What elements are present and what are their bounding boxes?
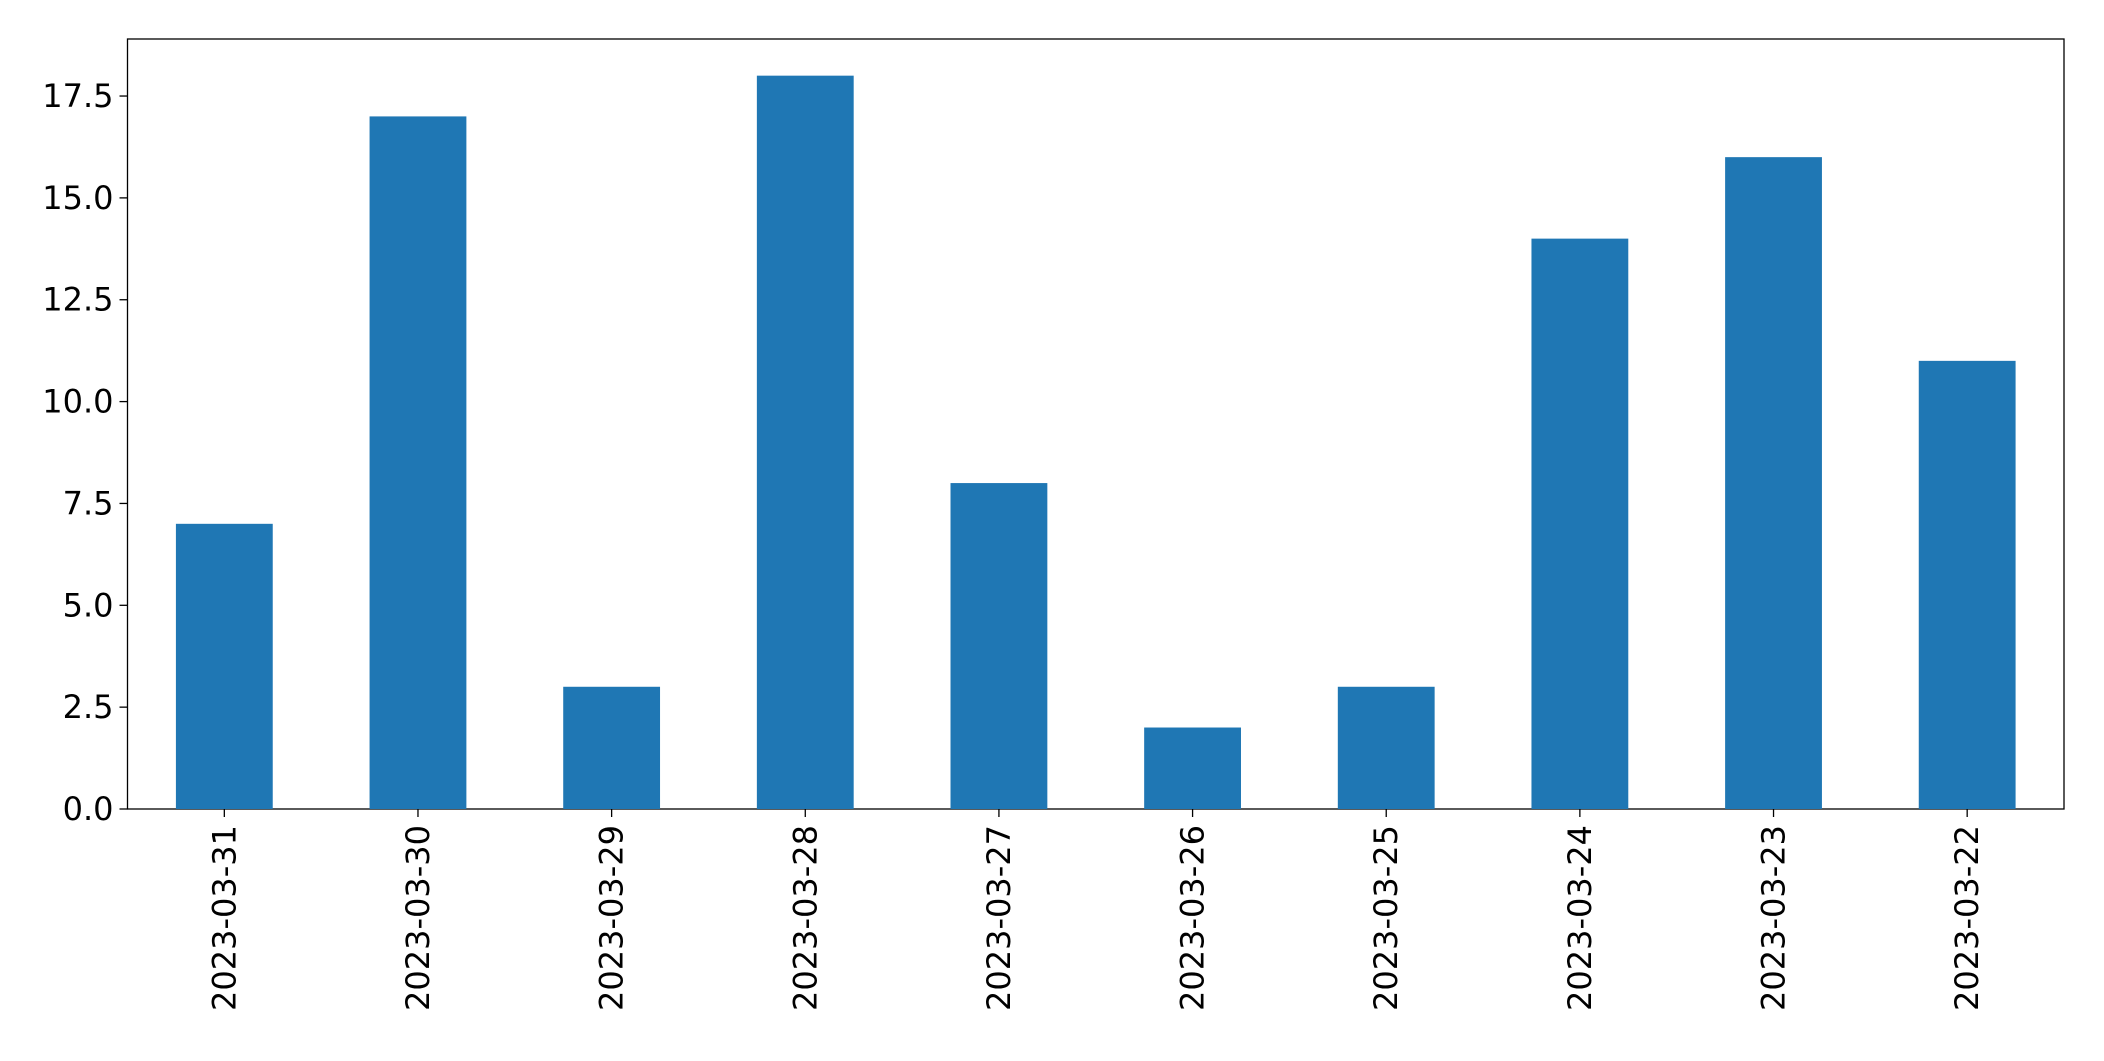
y-tick-label: 15.0 [42,179,113,217]
bar [950,483,1048,809]
y-tick-label: 5.0 [63,586,114,624]
y-tick-label: 2.5 [63,688,114,726]
bar [1337,686,1435,809]
x-tick-label: 2023-03-22 [1948,825,1986,1011]
x-tick-label: 2023-03-29 [593,825,631,1011]
bar [756,75,854,809]
x-tick-label: 2023-03-30 [399,825,437,1011]
bar [369,116,467,809]
x-tick-label: 2023-03-31 [205,825,243,1011]
x-tick-label: 2023-03-26 [1174,825,1212,1011]
x-tick-label: 2023-03-24 [1561,825,1599,1011]
bar [1918,360,2016,809]
y-tick-label: 0.0 [63,790,114,828]
bar [563,686,661,809]
y-tick-label: 17.5 [42,77,113,115]
y-tick-label: 10.0 [42,383,113,421]
x-tick-label: 2023-03-27 [980,825,1018,1011]
x-tick-label: 2023-03-28 [786,825,824,1011]
plot-frame [126,38,2065,810]
bar [1531,238,1629,809]
x-tick-label: 2023-03-23 [1755,825,1793,1011]
y-tick-label: 12.5 [42,281,113,319]
bar [175,523,273,809]
bar [1144,727,1241,809]
bar [1725,157,1822,810]
y-tick-label: 7.5 [63,484,114,522]
x-tick-label: 2023-03-25 [1367,825,1405,1011]
